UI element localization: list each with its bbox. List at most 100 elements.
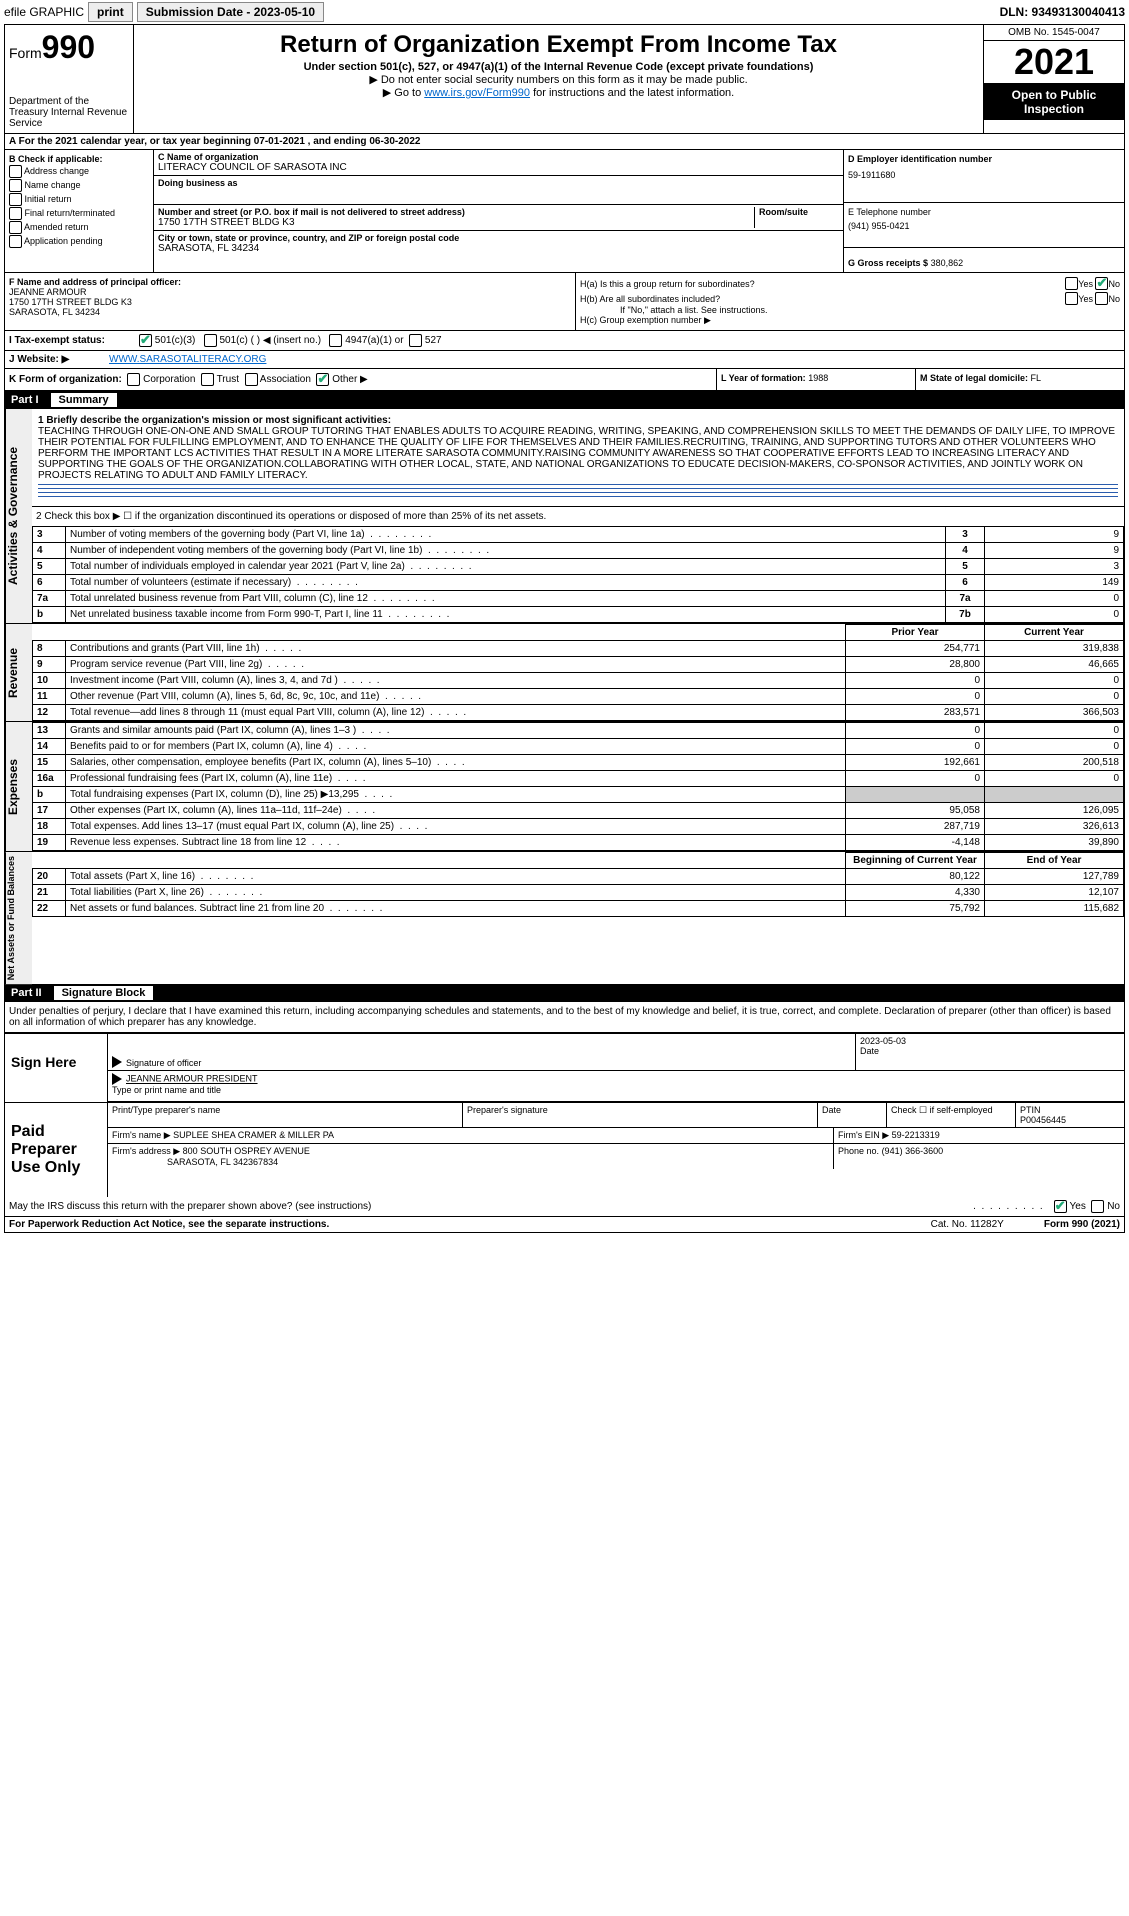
header-sub1: Under section 501(c), 527, or 4947(a)(1)… [138,61,979,73]
page-footer: For Paperwork Reduction Act Notice, see … [5,1216,1124,1232]
expenses-vlabel: Expenses [5,722,32,851]
header-left: Form990 Department of the Treasury Inter… [5,25,134,133]
topbar: efile GRAPHIC print Submission Date - 20… [0,0,1129,24]
l-label: L Year of formation: [721,373,806,383]
part1-header: Part I Summary [5,391,1124,409]
table-row: bTotal fundraising expenses (Part IX, co… [33,787,1124,803]
irs-no-check[interactable] [1091,1200,1104,1213]
check-address-change[interactable]: Address change [9,165,149,178]
table-row: 9Program service revenue (Part VIII, lin… [33,657,1124,673]
form-header: Form990 Department of the Treasury Inter… [5,25,1124,134]
officer-name: JEANNE ARMOUR [9,287,571,297]
table-row: 19Revenue less expenses. Subtract line 1… [33,835,1124,851]
k-label: K Form of organization: [9,374,122,385]
phone-value: (941) 955-0421 [848,221,1120,231]
hb-yes-check[interactable] [1065,292,1078,305]
check-501c[interactable] [204,334,217,347]
check-trust[interactable] [201,373,214,386]
table-row: 13Grants and similar amounts paid (Part … [33,723,1124,739]
sign-here-label: Sign Here [5,1034,108,1102]
addr-label: Number and street (or P.O. box if mail i… [158,207,754,217]
section-b: B Check if applicable: Address change Na… [5,150,1124,273]
table-row: 14Benefits paid to or for members (Part … [33,739,1124,755]
table-row: 6Total number of volunteers (estimate if… [33,575,1124,591]
table-row: 5Total number of individuals employed in… [33,559,1124,575]
line1-label: 1 Briefly describe the organization's mi… [38,415,1118,426]
firm-name-label: Firm's name ▶ [112,1130,171,1140]
irs-yes-check[interactable] [1054,1200,1067,1213]
prep-date-label: Date [818,1103,887,1127]
dln-label: DLN: 93493130040413 [1000,5,1125,19]
form-container: Form990 Department of the Treasury Inter… [4,24,1125,1233]
check-association[interactable] [245,373,258,386]
table-row: 15Salaries, other compensation, employee… [33,755,1124,771]
date-label: Date [860,1046,1120,1056]
header-right: OMB No. 1545-0047 2021 Open to Public In… [983,25,1124,133]
open-public-label: Open to Public Inspection [984,84,1124,120]
check-name-change[interactable]: Name change [9,179,149,192]
hb-note: If "No," attach a list. See instructions… [580,305,1120,315]
netassets-table: Beginning of Current YearEnd of Year 20T… [32,852,1124,917]
sig-date: 2023-05-03 [860,1036,1120,1046]
officer-name-title: JEANNE ARMOUR PRESIDENT [126,1074,258,1084]
table-row: 18Total expenses. Add lines 13–17 (must … [33,819,1124,835]
header-sub2: ▶ Do not enter social security numbers o… [138,73,979,86]
table-row: 21Total liabilities (Part X, line 26) . … [33,885,1124,901]
row-i-tax-status: I Tax-exempt status: 501(c)(3) 501(c) ( … [5,331,1124,351]
check-527[interactable] [409,334,422,347]
table-row: 10Investment income (Part VIII, column (… [33,673,1124,689]
check-application-pending[interactable]: Application pending [9,235,149,248]
part2-header: Part II Signature Block [5,984,1124,1002]
arrow-icon [112,1056,122,1068]
b-label: B Check if applicable: [9,154,149,164]
check-4947[interactable] [329,334,342,347]
check-corporation[interactable] [127,373,140,386]
officer-addr2: SARASOTA, FL 34234 [9,307,571,317]
arrow-icon [112,1073,122,1085]
table-row: 22Net assets or fund balances. Subtract … [33,901,1124,917]
ha-yes-check[interactable] [1065,277,1078,290]
hb-no-check[interactable] [1095,292,1108,305]
may-irs-discuss: May the IRS discuss this return with the… [5,1197,1124,1216]
check-initial-return[interactable]: Initial return [9,193,149,206]
ha-no-check[interactable] [1095,277,1108,290]
paid-preparer-label: Paid Preparer Use Only [5,1103,108,1197]
f-label: F Name and address of principal officer: [9,277,571,287]
footer-left: For Paperwork Reduction Act Notice, see … [9,1219,329,1230]
sig-officer-label: Signature of officer [126,1058,201,1068]
phone-label: Phone no. [838,1146,879,1156]
table-row: 12Total revenue—add lines 8 through 11 (… [33,705,1124,721]
check-501c3[interactable] [139,334,152,347]
print-button[interactable]: print [88,2,133,22]
sign-here-section: Sign Here Signature of officer 2023-05-0… [5,1033,1124,1102]
governance-table: 3Number of voting members of the governi… [32,526,1124,623]
website-link[interactable]: WWW.SARASOTALITERACY.ORG [109,354,266,365]
ha-label: H(a) Is this a group return for subordin… [580,279,1065,289]
checkbox-column: B Check if applicable: Address change Na… [5,150,154,272]
ein-column: D Employer identification number 59-1911… [843,150,1124,272]
mission-text: TEACHING THROUGH ONE-ON-ONE AND SMALL GR… [38,426,1118,481]
check-amended-return[interactable]: Amended return [9,221,149,234]
g-label: G Gross receipts $ [848,258,928,268]
check-other[interactable] [316,373,329,386]
revenue-vlabel: Revenue [5,624,32,721]
table-row: 7aTotal unrelated business revenue from … [33,591,1124,607]
firm-ein: 59-2213319 [892,1130,940,1140]
form-label: Form [9,45,42,61]
governance-vlabel: Activities & Governance [5,409,32,623]
dba-label: Doing business as [158,178,839,188]
irs-link[interactable]: www.irs.gov/Form990 [424,87,530,99]
check-final-return[interactable]: Final return/terminated [9,207,149,220]
form-title: Return of Organization Exempt From Incom… [138,31,979,59]
footer-mid: Cat. No. 11282Y [931,1219,1004,1230]
ein-value: 59-1911680 [848,170,1120,180]
i-label: I Tax-exempt status: [9,335,139,346]
table-row: 16aProfessional fundraising fees (Part I… [33,771,1124,787]
form-number: 990 [42,29,95,65]
header-sub3: ▶ Go to www.irs.gov/Form990 for instruct… [138,86,979,99]
check-self-employed[interactable]: Check ☐ if self-employed [887,1103,1016,1127]
prep-name-label: Print/Type preparer's name [108,1103,463,1127]
officer-addr1: 1750 17TH STREET BLDG K3 [9,297,571,307]
footer-right: Form 990 (2021) [1044,1219,1120,1230]
submission-date-button[interactable]: Submission Date - 2023-05-10 [137,2,324,22]
